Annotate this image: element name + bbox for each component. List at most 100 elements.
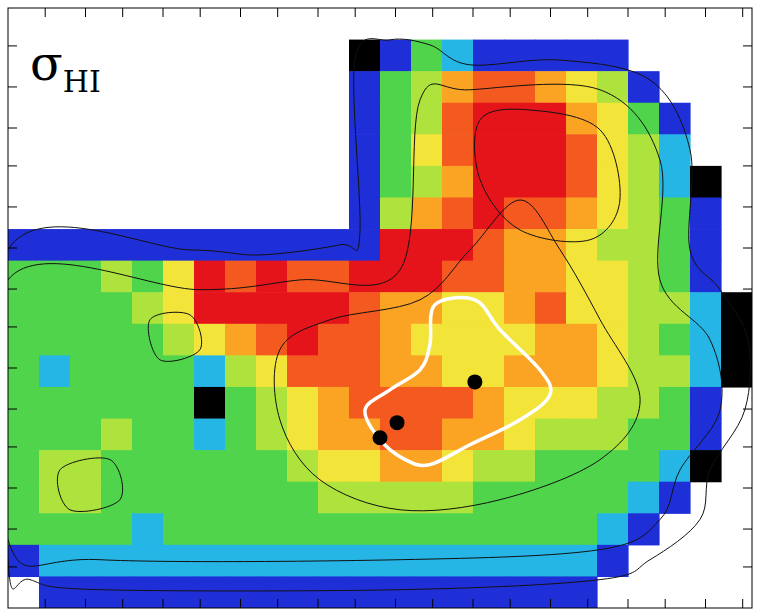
cell [690, 292, 722, 324]
tick [587, 599, 588, 608]
cell [318, 419, 350, 451]
cell [535, 197, 567, 229]
cell [628, 292, 660, 324]
cell [659, 292, 691, 324]
cell [597, 450, 629, 482]
cell [566, 545, 598, 577]
cell [8, 450, 40, 482]
cell [163, 324, 195, 356]
tick [355, 599, 356, 608]
cell [380, 292, 412, 324]
cell [380, 513, 412, 545]
cell [163, 419, 195, 451]
tick [318, 599, 319, 608]
cell [411, 482, 443, 514]
cell [628, 419, 660, 451]
cell [659, 324, 691, 356]
cell [659, 450, 691, 482]
cell [318, 355, 350, 387]
cell [287, 292, 319, 324]
cell [8, 324, 40, 356]
cell [39, 324, 71, 356]
tick [122, 599, 123, 608]
cell [380, 166, 412, 198]
cell [256, 450, 288, 482]
cell [535, 450, 567, 482]
cell [659, 229, 691, 261]
cell [70, 324, 102, 356]
cell [225, 450, 257, 482]
cell [101, 576, 133, 608]
cell [132, 292, 164, 324]
cell [504, 450, 536, 482]
cell [132, 419, 164, 451]
cell [349, 355, 381, 387]
cell [535, 482, 567, 514]
cell [442, 71, 474, 103]
cell [473, 513, 505, 545]
cell [287, 387, 319, 419]
contour [8, 84, 722, 566]
tick [200, 599, 201, 608]
cell [473, 261, 505, 293]
cell [101, 387, 133, 419]
cell [628, 387, 660, 419]
cell [380, 71, 412, 103]
point [467, 374, 482, 389]
cell [256, 324, 288, 356]
cell [194, 450, 226, 482]
cell [163, 450, 195, 482]
tick [743, 289, 752, 290]
cell [659, 197, 691, 229]
tick [587, 8, 588, 17]
tick [742, 8, 743, 17]
cell [535, 40, 567, 72]
cell [132, 576, 164, 608]
cell [473, 482, 505, 514]
cell [39, 513, 71, 545]
tick [8, 368, 17, 369]
tick [8, 248, 17, 249]
cell [659, 419, 691, 451]
cell [380, 355, 412, 387]
tick [8, 165, 17, 166]
cell [535, 545, 567, 577]
cell [349, 450, 381, 482]
cell [504, 197, 536, 229]
cell [411, 419, 443, 451]
cell [473, 229, 505, 261]
cell [287, 355, 319, 387]
tick [8, 206, 17, 207]
cell [473, 387, 505, 419]
cell [225, 229, 257, 261]
cell [566, 229, 598, 261]
cell [504, 545, 536, 577]
tick [432, 8, 433, 17]
cell [256, 419, 288, 451]
cell [504, 513, 536, 545]
cell [566, 324, 598, 356]
cell [690, 355, 722, 387]
cell [380, 103, 412, 135]
cell [690, 261, 722, 293]
cell [690, 166, 722, 198]
cell [8, 387, 40, 419]
cell [473, 40, 505, 72]
cell [225, 324, 257, 356]
cell [597, 387, 629, 419]
cell [287, 229, 319, 261]
cell [70, 545, 102, 577]
cell [566, 292, 598, 324]
cell [535, 292, 567, 324]
cell [442, 324, 474, 356]
cell [349, 324, 381, 356]
cell [442, 450, 474, 482]
cell [628, 261, 660, 293]
cell [132, 450, 164, 482]
tick [8, 86, 17, 87]
cell [380, 229, 412, 261]
cell [380, 576, 412, 608]
cell [504, 166, 536, 198]
tick [8, 289, 17, 290]
cell [597, 482, 629, 514]
